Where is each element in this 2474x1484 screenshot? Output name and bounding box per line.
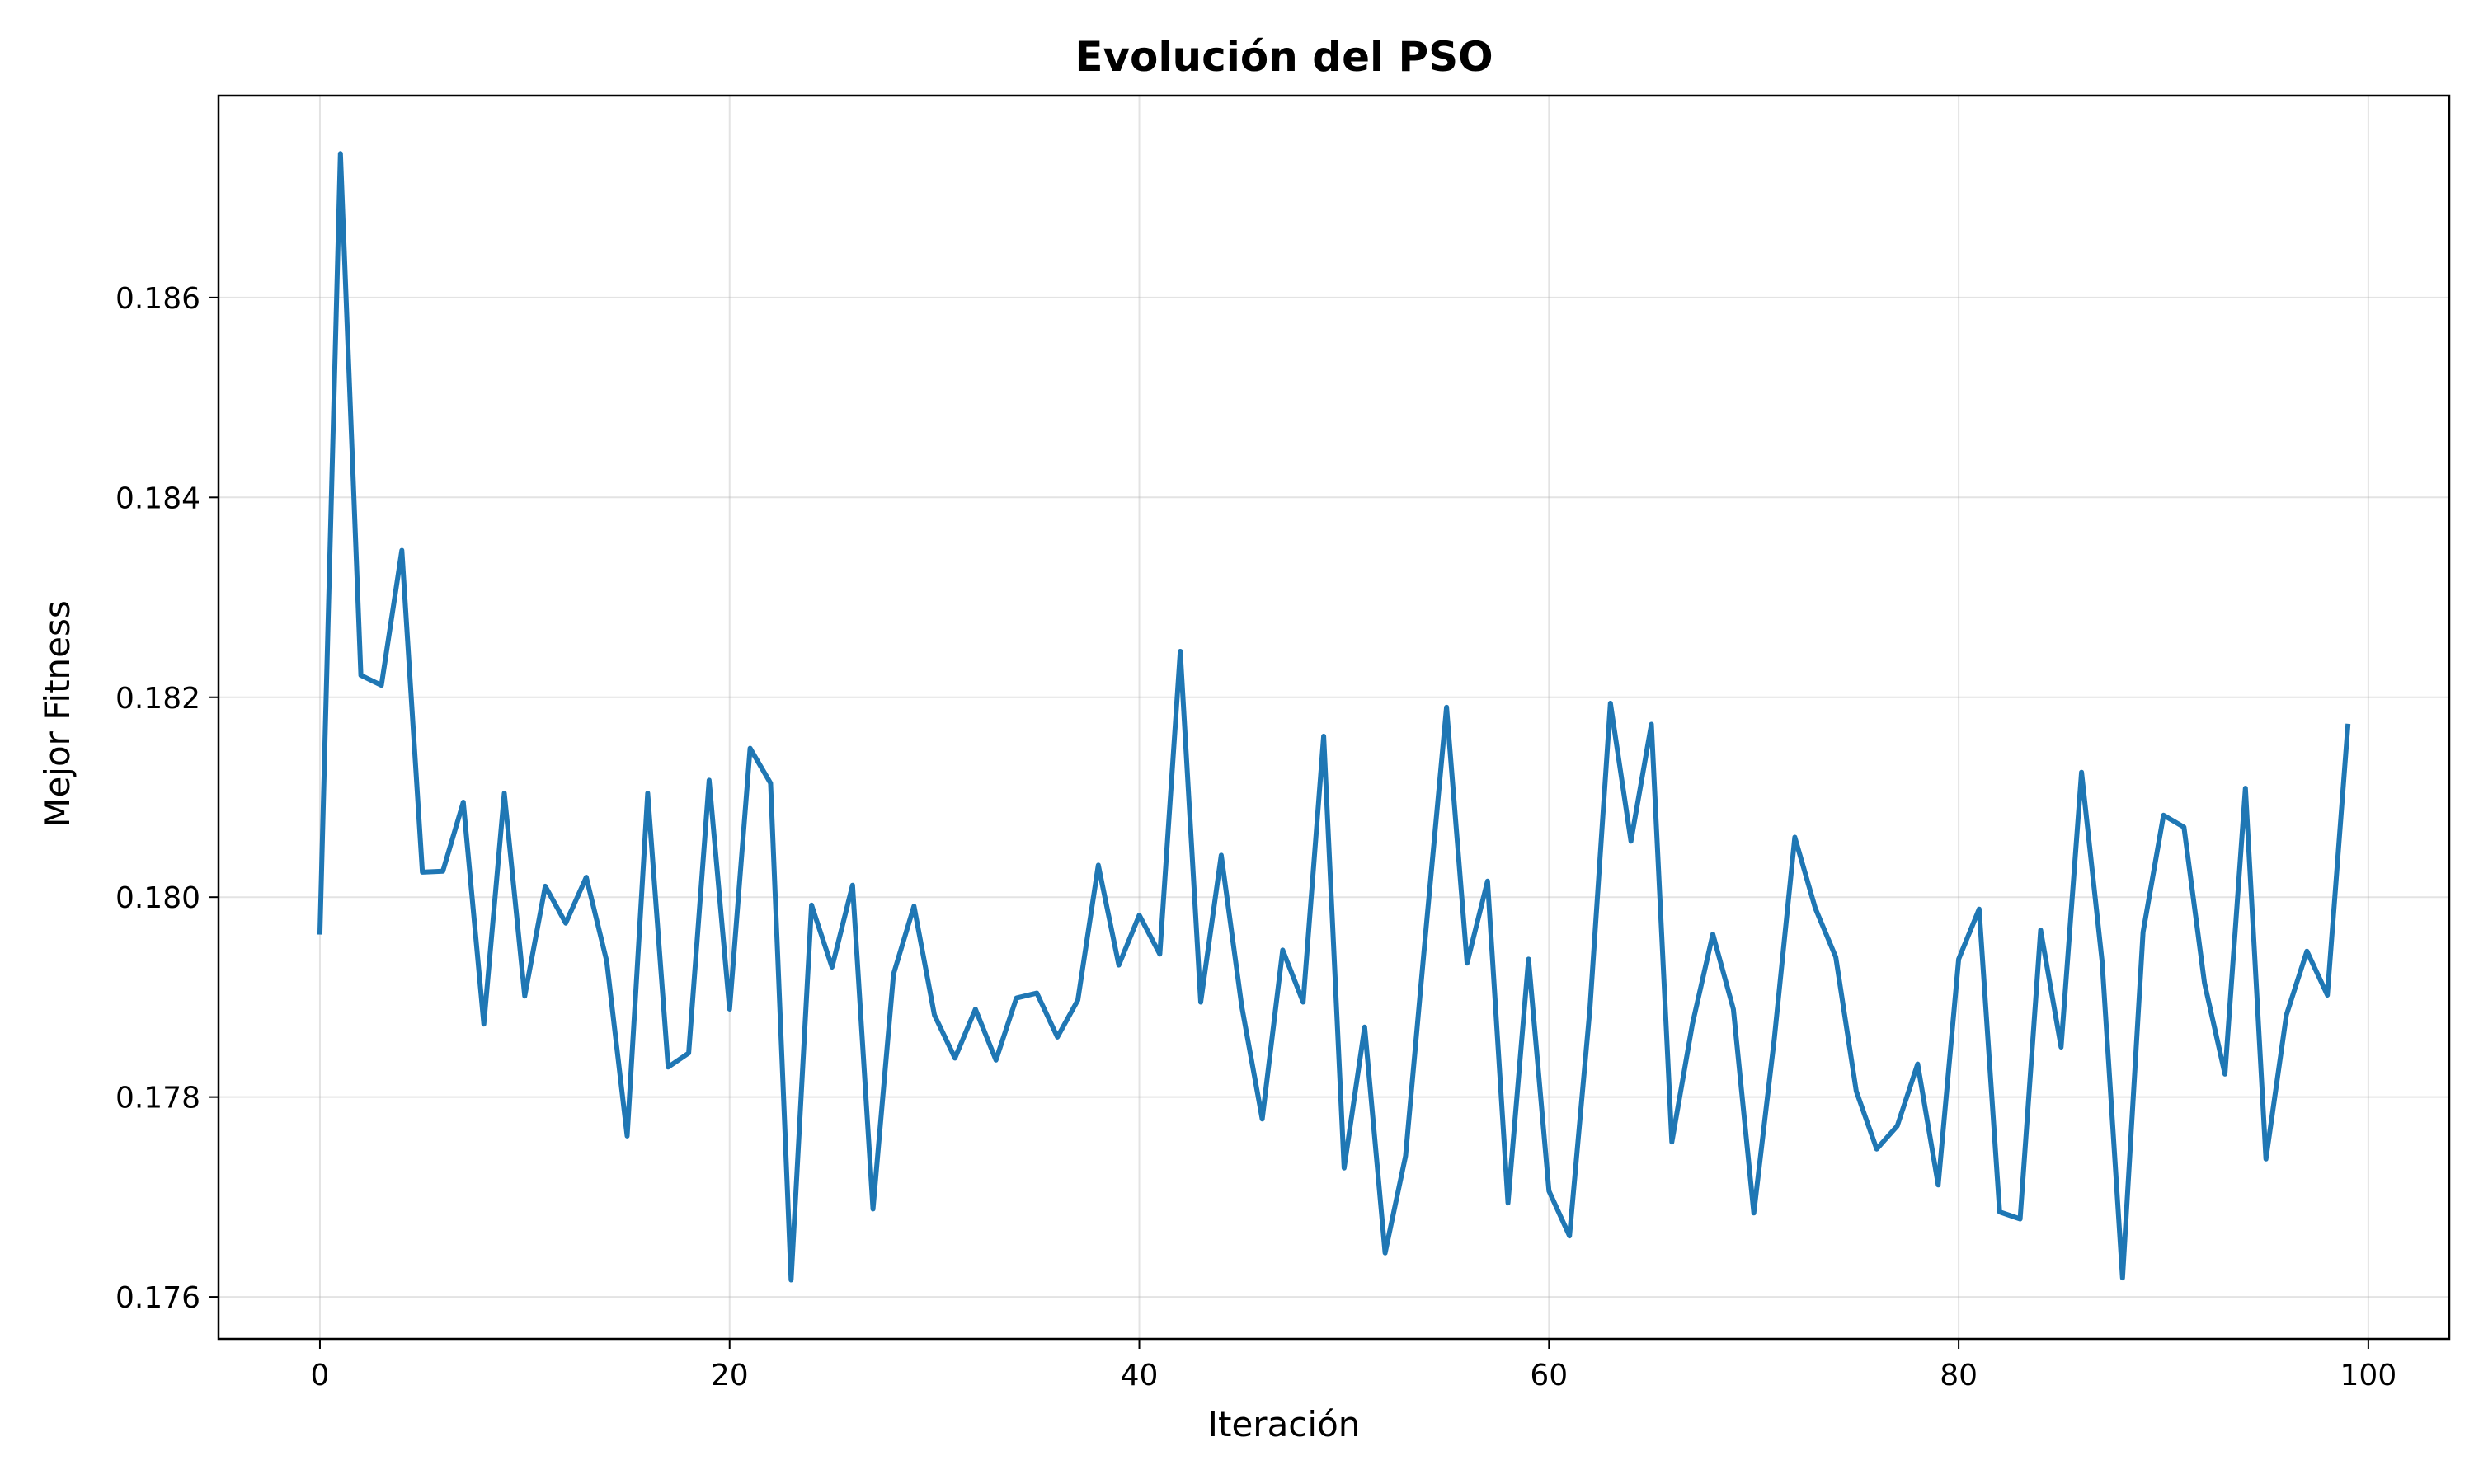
y-tick-label: 0.180 xyxy=(115,881,200,915)
y-tick-label: 0.184 xyxy=(115,481,200,515)
y-tick-label: 0.176 xyxy=(115,1281,200,1315)
x-gridlines xyxy=(318,96,2369,1339)
y-axis-label: Mejor Fitness xyxy=(37,600,78,828)
x-axis-ticks: 0 20 40 60 80 100 xyxy=(311,1339,2397,1392)
fitness-series-line xyxy=(317,151,2351,1283)
x-tick-label: 20 xyxy=(711,1359,749,1392)
y-gridlines xyxy=(219,296,2449,1298)
x-tick-label: 40 xyxy=(1121,1359,1159,1392)
chart-title: Evolución del PSO xyxy=(1075,33,1493,81)
x-axis-label: Iteración xyxy=(1208,1404,1361,1444)
y-tick-label: 0.178 xyxy=(115,1082,200,1115)
y-tick-label: 0.186 xyxy=(115,282,200,316)
x-tick-label: 80 xyxy=(1940,1359,1978,1392)
y-tick-label: 0.182 xyxy=(115,682,200,716)
x-tick-label: 0 xyxy=(311,1359,330,1392)
plot-area-frame xyxy=(217,94,2451,1341)
y-axis-ticks: 0.176 0.178 0.180 0.182 0.184 0.186 xyxy=(115,282,219,1315)
series-layer xyxy=(317,151,2351,1283)
x-tick-label: 100 xyxy=(2340,1359,2397,1392)
x-tick-label: 60 xyxy=(1530,1359,1568,1392)
